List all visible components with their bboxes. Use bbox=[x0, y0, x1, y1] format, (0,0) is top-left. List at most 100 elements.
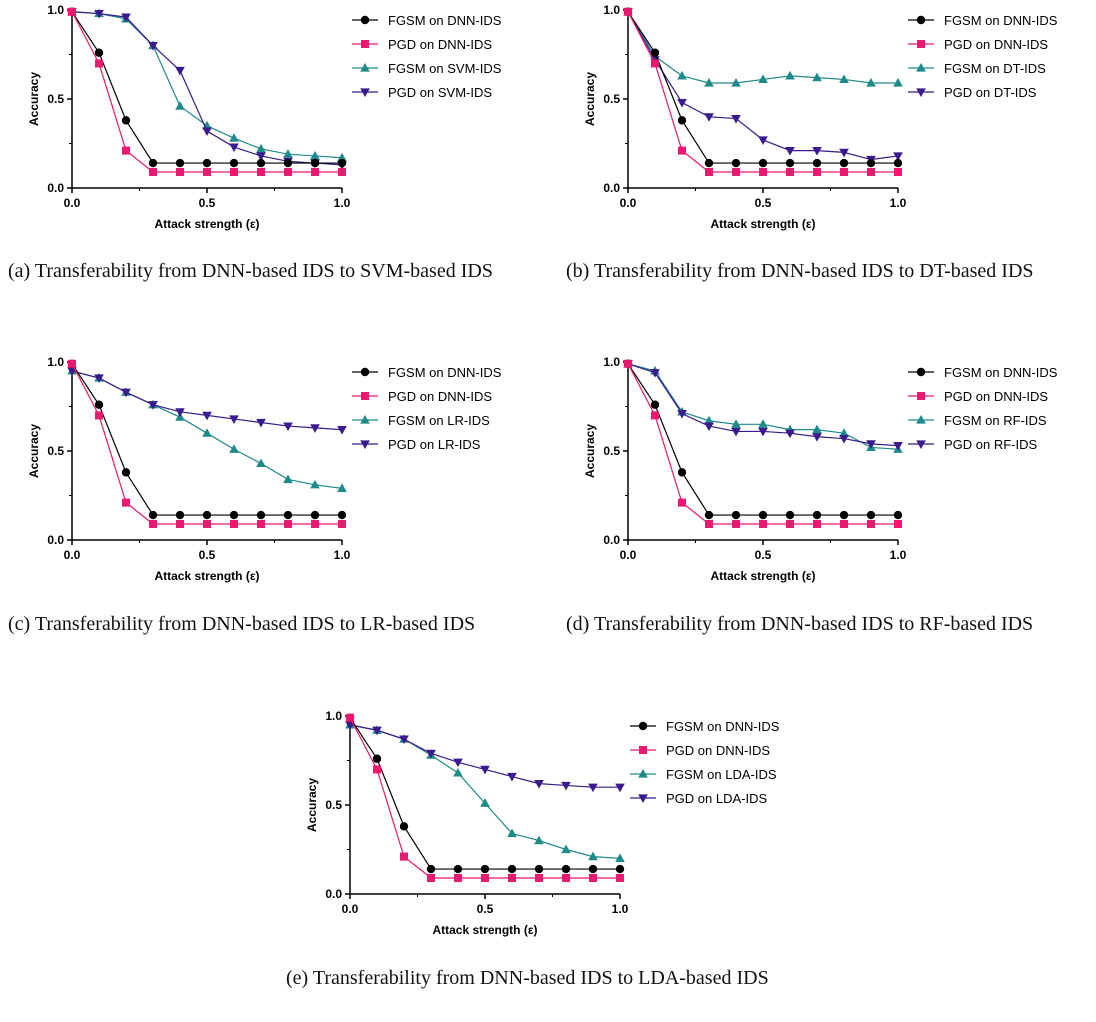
legend-label: PGD on DT-IDS bbox=[944, 85, 1037, 100]
data-point bbox=[176, 519, 184, 528]
data-point bbox=[372, 754, 382, 763]
data-point bbox=[840, 519, 848, 528]
y-axis-title: Accuracy bbox=[583, 424, 597, 478]
legend-label: PGD on LR-IDS bbox=[388, 437, 481, 452]
legend-marker bbox=[360, 15, 370, 25]
x-tick-label: 0.0 bbox=[64, 196, 81, 210]
data-point bbox=[561, 844, 571, 854]
chart-panel-b: 0.0 0.5 1.0 0.0 0.5 1.0 Attack strength (ε) Acc… bbox=[556, 0, 1096, 240]
data-point bbox=[894, 167, 902, 176]
x-axis-title: Attack strength (ε) bbox=[154, 569, 259, 583]
legend-label: FGSM on DNN-IDS bbox=[944, 365, 1058, 380]
legend-label: PGD on SVM-IDS bbox=[388, 85, 492, 100]
data-point bbox=[256, 458, 266, 468]
data-point bbox=[894, 519, 902, 528]
data-point bbox=[812, 433, 822, 442]
data-point bbox=[615, 864, 625, 874]
data-point bbox=[229, 133, 239, 142]
data-point bbox=[785, 429, 795, 439]
y-tick-label: 0.0 bbox=[603, 533, 620, 547]
data-point bbox=[399, 735, 409, 745]
data-point bbox=[311, 167, 319, 176]
legend-label: PGD on DNN-IDS bbox=[388, 37, 492, 52]
data-point bbox=[839, 148, 849, 158]
chart-b: 0.0 0.5 1.0 0.0 0.5 1.0 Attack strength (ε) Acc… bbox=[583, 3, 1058, 231]
data-point bbox=[337, 426, 347, 435]
data-point bbox=[812, 510, 822, 520]
data-point bbox=[257, 519, 265, 528]
legend-marker bbox=[638, 721, 648, 731]
data-point bbox=[705, 519, 713, 528]
y-tick-label: 0.5 bbox=[47, 444, 64, 458]
x-axis-title: Attack strength (ε) bbox=[710, 217, 815, 231]
series-line-fgsm-on-dnn-ids bbox=[349, 717, 620, 870]
chart-e: 0.0 0.5 1.0 0.0 0.5 1.0 Attack strength (ε) Acc… bbox=[305, 709, 780, 937]
legend-marker bbox=[361, 392, 369, 400]
data-point bbox=[311, 519, 319, 528]
data-point bbox=[704, 422, 714, 432]
data-point bbox=[677, 70, 687, 80]
data-point bbox=[534, 864, 544, 874]
legend-item-pgd-on-dt-ids: PGD on DT-IDS bbox=[908, 85, 1037, 100]
series-line-pgd-on-dnn-ids bbox=[349, 717, 620, 879]
legend-item-pgd-on-dnn-ids: PGD on DNN-IDS bbox=[630, 743, 770, 758]
data-point bbox=[338, 167, 346, 176]
x-tick-label: 0.5 bbox=[755, 196, 772, 210]
data-point bbox=[310, 479, 320, 489]
data-point bbox=[453, 767, 463, 777]
x-tick-label: 1.0 bbox=[612, 902, 629, 916]
data-point bbox=[758, 74, 768, 84]
data-point bbox=[283, 474, 293, 484]
data-point bbox=[588, 864, 598, 874]
data-point bbox=[256, 152, 266, 161]
legend-marker bbox=[361, 40, 369, 48]
data-point bbox=[203, 519, 211, 528]
data-point bbox=[283, 158, 293, 168]
legend-marker bbox=[360, 415, 370, 424]
x-tick-label: 0.5 bbox=[477, 902, 494, 916]
y-tick-label: 0.5 bbox=[603, 444, 620, 458]
series-line-fgsm-on-dnn-ids bbox=[71, 363, 342, 516]
legend-marker bbox=[916, 63, 926, 72]
data-point bbox=[840, 167, 848, 176]
caption-c: (c) Transferability from DNN-based IDS t… bbox=[8, 613, 476, 635]
data-point bbox=[704, 113, 714, 122]
legend-item-fgsm-on-dnn-ids: FGSM on DNN-IDS bbox=[352, 13, 502, 28]
legend-label: FGSM on DNN-IDS bbox=[388, 13, 502, 28]
legend-item-fgsm-on-dnn-ids: FGSM on DNN-IDS bbox=[908, 365, 1058, 380]
data-point bbox=[731, 419, 741, 428]
chart-c: 0.0 0.5 1.0 0.0 0.5 1.0 Attack strength (ε) Acc… bbox=[27, 355, 502, 583]
data-point bbox=[678, 498, 686, 507]
legend-item-fgsm-on-dnn-ids: FGSM on DNN-IDS bbox=[352, 365, 502, 380]
data-point bbox=[202, 158, 212, 168]
x-tick-label: 1.0 bbox=[890, 196, 907, 210]
data-point bbox=[650, 48, 660, 57]
data-point bbox=[867, 167, 875, 176]
data-point bbox=[812, 158, 822, 168]
data-point bbox=[121, 468, 131, 477]
series-line-pgd-on-dnn-ids bbox=[627, 11, 898, 173]
legend-label: PGD on RF-IDS bbox=[944, 437, 1038, 452]
data-point bbox=[453, 864, 463, 874]
data-point bbox=[785, 510, 795, 520]
data-point bbox=[283, 149, 293, 158]
legend-item-pgd-on-svm-ids: PGD on SVM-IDS bbox=[352, 85, 492, 100]
series-line-pgd-on-dnn-ids bbox=[71, 11, 342, 173]
data-point bbox=[561, 864, 571, 874]
data-point bbox=[149, 519, 157, 528]
data-point bbox=[480, 765, 490, 775]
data-point bbox=[310, 158, 320, 168]
data-point bbox=[453, 758, 463, 768]
legend-label: FGSM on LR-IDS bbox=[388, 413, 490, 428]
data-point bbox=[176, 167, 184, 176]
series-pgd-on-dnn-ids bbox=[68, 7, 346, 176]
data-point bbox=[866, 77, 876, 87]
legend-item-fgsm-on-rf-ids: FGSM on RF-IDS bbox=[908, 413, 1047, 428]
data-point bbox=[202, 127, 212, 137]
data-point bbox=[229, 158, 239, 168]
data-point bbox=[534, 835, 544, 845]
data-point bbox=[284, 519, 292, 528]
data-point bbox=[94, 400, 104, 409]
data-point bbox=[893, 158, 903, 168]
data-point bbox=[257, 167, 265, 176]
